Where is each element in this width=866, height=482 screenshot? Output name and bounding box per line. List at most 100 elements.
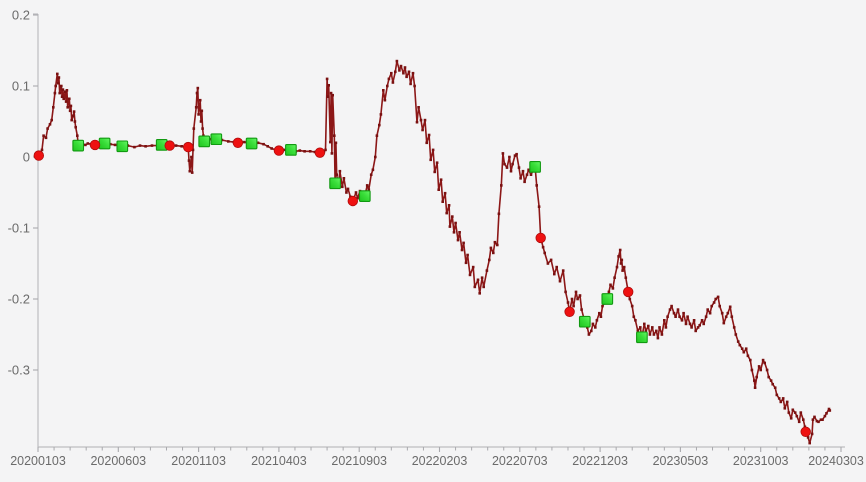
- series-point-dot: [190, 155, 193, 159]
- series-point-dot: [60, 84, 63, 88]
- x-axis-tick-label: 20230503: [653, 454, 709, 468]
- series-point-dot: [607, 290, 611, 294]
- series-point-dot: [771, 382, 774, 386]
- series-point-dot: [70, 118, 73, 122]
- series-point-dot: [546, 262, 550, 265]
- series-point-dot: [521, 169, 525, 173]
- green-square-marker: [116, 140, 129, 153]
- series-point-dot: [57, 76, 61, 79]
- series-point-dot: [594, 326, 597, 329]
- series-point-dot: [643, 322, 646, 326]
- series-point-dot: [817, 420, 820, 424]
- green-square-marker: [285, 144, 297, 156]
- series-point-dot: [716, 295, 720, 299]
- series-point-dot: [52, 106, 55, 109]
- series-point-dot: [676, 308, 680, 311]
- series-point-dot: [448, 225, 452, 228]
- series-point-dot: [433, 170, 436, 174]
- series-point-dot: [724, 315, 728, 318]
- green-square-marker: [529, 161, 541, 173]
- series-point-dot: [493, 240, 497, 244]
- series-point-dot: [68, 109, 72, 113]
- series-point-dot: [613, 276, 616, 279]
- series-point-dot: [684, 322, 688, 326]
- series-point-dot: [329, 91, 333, 95]
- series-point-dot: [664, 326, 668, 329]
- series-point-dot: [609, 283, 612, 287]
- series-point-dot: [767, 375, 770, 379]
- series-point-dot: [489, 246, 493, 250]
- series-point-dot: [828, 409, 832, 412]
- series-point-dot: [810, 432, 814, 436]
- series-point-dot: [379, 113, 383, 116]
- red-dot-marker: [800, 426, 811, 438]
- green-square-marker: [601, 293, 614, 305]
- series-point-dot: [480, 276, 484, 279]
- series-point-dot: [456, 238, 460, 242]
- series-point-dot: [598, 311, 601, 315]
- series-point-dot: [789, 417, 793, 420]
- series-point-dot: [622, 265, 626, 269]
- series-point-dot: [732, 326, 736, 329]
- series-point-dot: [513, 154, 517, 157]
- series-point-dot: [327, 84, 330, 87]
- series-point-dot: [753, 379, 756, 382]
- series-point-dot: [48, 123, 52, 126]
- series-point-dot: [325, 77, 329, 81]
- series-point-dot: [811, 418, 815, 421]
- series-point-dot: [326, 95, 330, 98]
- series-point-dot: [365, 184, 369, 187]
- series-point-dot: [663, 319, 666, 322]
- series-point-dot: [383, 98, 387, 102]
- series-point-dot: [634, 319, 637, 322]
- series-point-dot: [394, 70, 397, 74]
- series-point-dot: [591, 322, 595, 326]
- series-point-dot: [553, 272, 556, 276]
- series-point-dot: [413, 84, 416, 88]
- series-point-dot: [174, 144, 178, 147]
- series-point-dot: [651, 326, 654, 329]
- series-point-dot: [517, 166, 521, 169]
- series-point-dot: [825, 412, 828, 415]
- series-point-dot: [765, 368, 769, 372]
- series-point-dot: [144, 145, 147, 148]
- series-point-dot: [694, 329, 697, 333]
- series-point-dot: [445, 211, 448, 215]
- series-point-dot: [785, 400, 789, 404]
- series-point-dot: [746, 354, 750, 358]
- series-point-dot: [655, 329, 658, 333]
- series-point-dot: [374, 155, 377, 159]
- series-point-dot: [702, 322, 705, 326]
- series-point-dot: [781, 397, 785, 400]
- series-point-dot: [435, 161, 439, 164]
- series-point-dot: [447, 204, 451, 207]
- x-axis-tick-label: 20200603: [90, 454, 146, 468]
- series-point-dot: [519, 177, 522, 180]
- red-dot-marker: [33, 150, 45, 161]
- red-dot-marker: [347, 195, 359, 207]
- series-point-dot: [688, 322, 692, 326]
- series-point-dot: [543, 251, 546, 255]
- series-point-dot: [66, 106, 69, 109]
- series-point-dot: [630, 304, 634, 308]
- series-point-dot: [195, 91, 199, 95]
- series-point-dot: [330, 152, 334, 155]
- red-dot-marker: [564, 306, 575, 318]
- x-axis-tick-label: 20200103: [10, 454, 66, 468]
- series-point-dot: [188, 169, 192, 173]
- series-point-dot: [647, 324, 650, 328]
- series-point-dot: [566, 301, 570, 304]
- series-point-dot: [813, 415, 816, 419]
- series-point-dot: [60, 95, 64, 98]
- series-point-dot: [382, 89, 385, 92]
- series-point-dot: [587, 333, 591, 336]
- y-axis-tick-label: -0.2: [8, 292, 30, 307]
- series-point-dot: [759, 368, 762, 372]
- series-point-dot: [564, 290, 567, 294]
- series-point-dot: [473, 285, 477, 289]
- series-point-dot: [409, 82, 412, 86]
- series-point-dot: [761, 358, 765, 362]
- series-point-dot: [68, 97, 71, 101]
- series-point-dot: [369, 173, 373, 176]
